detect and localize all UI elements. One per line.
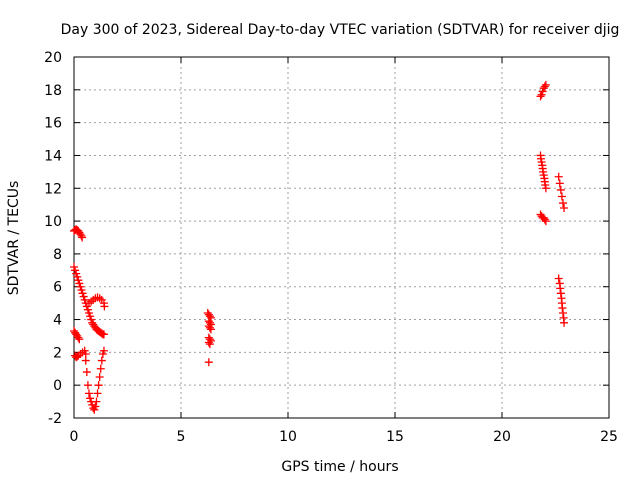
data-point xyxy=(97,356,106,365)
data-point xyxy=(82,368,91,377)
data-point xyxy=(536,92,545,101)
data-series xyxy=(70,80,569,414)
y-tick-label: 4 xyxy=(53,313,62,329)
x-tick-label: 20 xyxy=(493,429,511,445)
data-point xyxy=(556,185,565,194)
data-point xyxy=(560,318,569,327)
y-tick-label: 12 xyxy=(44,181,62,197)
plot-frame xyxy=(73,56,610,419)
data-point xyxy=(555,179,564,188)
data-point xyxy=(84,389,93,398)
chart-title: Day 300 of 2023, Sidereal Day-to-day VTE… xyxy=(61,22,620,38)
data-point xyxy=(100,302,109,311)
data-point xyxy=(92,397,101,406)
data-point xyxy=(95,372,104,381)
data-point xyxy=(204,338,213,347)
data-point xyxy=(557,192,566,201)
y-tick-label: -2 xyxy=(48,411,62,427)
x-axis: 0 5 10 15 20 25 xyxy=(70,57,618,445)
data-point xyxy=(204,358,213,367)
y-tick-label: 18 xyxy=(44,83,62,99)
y-tick-label: 14 xyxy=(44,148,62,164)
x-tick-label: 10 xyxy=(279,429,297,445)
grid xyxy=(74,57,609,418)
data-point xyxy=(99,330,108,339)
data-point xyxy=(554,172,563,181)
y-tick-label: 20 xyxy=(44,50,62,66)
data-point xyxy=(91,402,100,411)
data-point xyxy=(541,184,550,193)
data-point xyxy=(94,381,103,390)
data-point xyxy=(74,333,83,342)
y-tick-label: 2 xyxy=(53,345,62,361)
data-point xyxy=(83,381,92,390)
data-point xyxy=(541,217,550,226)
data-point xyxy=(560,203,569,212)
data-point xyxy=(558,199,567,208)
y-tick-label: 0 xyxy=(53,378,62,394)
data-point xyxy=(541,80,550,89)
y-tick-label: 16 xyxy=(44,116,62,132)
x-axis-label: GPS time / hours xyxy=(281,459,398,475)
data-point xyxy=(93,389,102,398)
data-point xyxy=(205,323,214,332)
y-axis: -2 0 2 4 6 8 10 12 14 16 18 20 xyxy=(44,50,609,427)
x-tick-label: 0 xyxy=(70,429,79,445)
y-tick-label: 6 xyxy=(53,280,62,296)
data-point xyxy=(205,340,214,349)
data-point xyxy=(95,294,104,303)
x-tick-label: 15 xyxy=(386,429,404,445)
y-axis-label: SDTVAR / TECUs xyxy=(6,181,22,296)
y-tick-label: 10 xyxy=(44,214,62,230)
x-tick-label: 25 xyxy=(600,429,618,445)
data-point xyxy=(75,335,84,344)
data-point xyxy=(78,233,87,242)
data-point xyxy=(554,274,563,283)
y-tick-label: 8 xyxy=(53,247,62,263)
x-tick-label: 5 xyxy=(177,429,186,445)
data-point xyxy=(540,82,549,91)
data-point xyxy=(81,356,90,365)
data-point xyxy=(99,346,108,355)
data-point xyxy=(540,215,549,224)
data-point xyxy=(96,364,105,373)
data-point xyxy=(206,325,215,334)
